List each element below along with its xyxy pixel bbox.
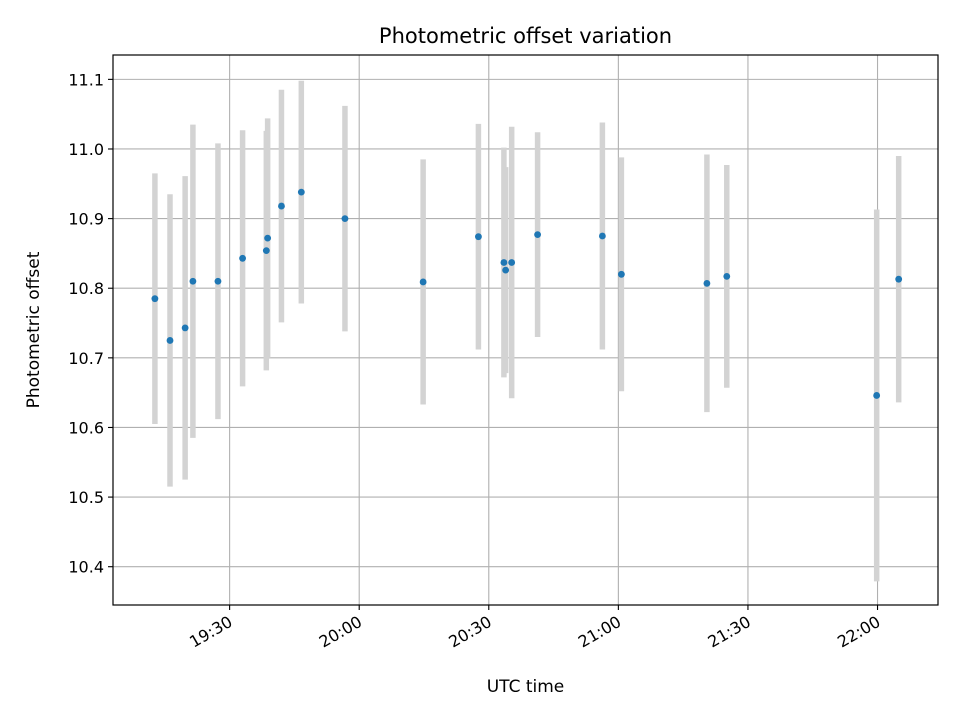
grid <box>113 55 938 605</box>
data-point <box>534 231 541 239</box>
x-tick-label: 19:30 <box>186 612 235 652</box>
data-point <box>617 270 625 278</box>
data-point <box>151 295 159 303</box>
x-tick-label: 21:30 <box>705 612 754 652</box>
data-point <box>341 215 349 223</box>
data-point <box>264 234 272 242</box>
data-point <box>895 275 903 283</box>
data-point <box>239 254 246 262</box>
y-axis-ticks: 10.4 10.5 10.6 10.7 10.8 10.9 11.0 11.1 <box>68 70 113 577</box>
x-tick-label: 20:00 <box>316 612 365 652</box>
data-point <box>475 233 482 241</box>
data-point <box>500 259 508 266</box>
data-point <box>508 259 516 266</box>
chart-title: Photometric offset variation <box>379 24 672 48</box>
x-axis-ticks: 19:30 20:00 20:30 21:00 21:30 22:00 <box>186 605 884 652</box>
data-point <box>502 266 510 274</box>
y-tick-label: 10.4 <box>68 558 104 577</box>
data-point <box>703 279 711 287</box>
y-tick-label: 10.9 <box>68 210 104 229</box>
data-point <box>189 277 197 285</box>
data-points <box>151 188 903 399</box>
y-tick-label: 10.5 <box>68 488 104 507</box>
y-tick-label: 10.8 <box>68 279 104 298</box>
data-point <box>873 392 881 399</box>
x-tick-label: 22:00 <box>834 612 883 652</box>
y-tick-label: 10.6 <box>68 418 104 437</box>
error-bars <box>152 80 902 582</box>
y-axis-label: Photometric offset <box>24 251 44 408</box>
data-point <box>419 278 427 286</box>
data-point <box>278 202 285 210</box>
plot-frame <box>112 54 939 606</box>
y-tick-label: 11.0 <box>68 140 104 159</box>
data-point <box>166 337 174 344</box>
data-point <box>181 324 189 332</box>
y-tick-label: 10.7 <box>68 349 104 368</box>
x-tick-label: 21:00 <box>575 612 624 652</box>
x-axis-label: UTC time <box>487 677 565 697</box>
data-point <box>297 188 305 196</box>
data-point <box>598 232 606 240</box>
data-point <box>723 272 731 280</box>
data-point <box>214 277 222 285</box>
x-tick-label: 20:30 <box>445 612 494 652</box>
y-tick-label: 11.1 <box>68 70 104 89</box>
data-point <box>262 247 270 255</box>
